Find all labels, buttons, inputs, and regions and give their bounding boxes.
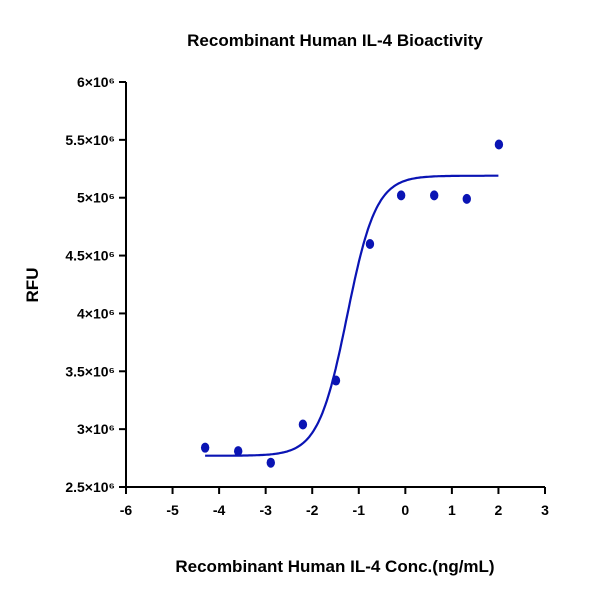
y-tick-label: 5.5×10⁶ bbox=[65, 132, 115, 148]
y-tick-label: 2.5×10⁶ bbox=[65, 479, 115, 495]
data-point bbox=[494, 139, 504, 150]
x-tick-label: 1 bbox=[448, 502, 456, 518]
x-tick-label: 3 bbox=[541, 502, 549, 518]
x-tick-label: -2 bbox=[306, 502, 319, 518]
y-tick-label: 6×10⁶ bbox=[77, 74, 115, 90]
x-tick-label: -3 bbox=[259, 502, 272, 518]
data-point bbox=[298, 419, 308, 430]
data-point bbox=[233, 446, 243, 457]
x-axis-label: Recombinant Human IL-4 Conc.(ng/mL) bbox=[175, 557, 494, 576]
data-point bbox=[396, 190, 406, 201]
data-point bbox=[429, 190, 439, 201]
y-tick-label: 3×10⁶ bbox=[77, 421, 115, 437]
data-point bbox=[331, 375, 341, 386]
y-tick-label: 3.5×10⁶ bbox=[65, 363, 115, 379]
data-point bbox=[462, 193, 471, 204]
x-tick-label: -6 bbox=[120, 502, 133, 518]
chart-title: Recombinant Human IL-4 Bioactivity bbox=[187, 31, 483, 50]
data-point bbox=[266, 457, 275, 468]
x-tick-label: 2 bbox=[495, 502, 503, 518]
y-tick-label: 4.5×10⁶ bbox=[65, 248, 115, 264]
y-tick-label: 5×10⁶ bbox=[77, 190, 115, 206]
x-tick-label: -5 bbox=[166, 502, 179, 518]
x-tick-label: -4 bbox=[213, 502, 226, 518]
x-tick-label: 0 bbox=[401, 502, 409, 518]
data-point bbox=[365, 239, 375, 249]
data-point bbox=[200, 442, 210, 453]
y-axis-label: RFU bbox=[23, 268, 42, 303]
y-tick-label: 4×10⁶ bbox=[77, 305, 115, 321]
x-tick-label: -1 bbox=[353, 502, 366, 518]
fit-curve bbox=[205, 174, 499, 457]
